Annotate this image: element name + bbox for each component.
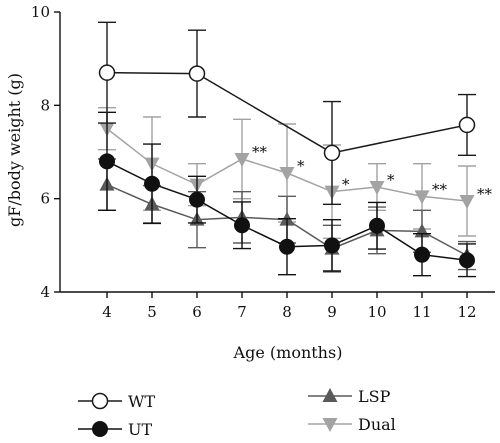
significance-marker: ** <box>432 180 448 198</box>
dual-point <box>459 195 475 209</box>
ut-point <box>279 238 295 255</box>
y-tick-label: 8 <box>40 96 50 114</box>
x-tick-label: 9 <box>327 303 337 321</box>
y-tick-label: 10 <box>31 3 50 21</box>
ut-point <box>189 191 205 208</box>
legend-label-ut: UT <box>128 420 152 439</box>
series-wt <box>98 21 476 205</box>
significance-annotations: **** *** ** <box>252 143 493 203</box>
y-tick-label: 6 <box>40 190 50 208</box>
x-tick-label: 12 <box>457 303 476 321</box>
x-tick-label: 10 <box>367 303 386 321</box>
x-tick-label: 6 <box>192 303 202 321</box>
x-tick-label: 4 <box>102 303 112 321</box>
x-axis-label: Age (months) <box>233 343 343 362</box>
series-ut <box>98 111 476 278</box>
significance-marker: ** <box>477 185 493 203</box>
legend: WT UT LSP Dual <box>78 387 396 439</box>
ut-point <box>324 237 340 254</box>
ut-point <box>414 246 430 263</box>
x-tick-label: 5 <box>147 303 157 321</box>
wt-line <box>106 71 468 154</box>
dual-point <box>414 190 430 205</box>
ut-point <box>99 153 115 170</box>
dual-point <box>279 167 295 181</box>
dual-point <box>234 153 250 167</box>
dual-point <box>369 181 385 195</box>
significance-marker: * <box>297 157 305 175</box>
y-axis-label: gF/body weight (g) <box>5 73 24 227</box>
ut-point <box>234 217 250 234</box>
significance-marker: ** <box>252 143 268 161</box>
wt-point <box>98 64 116 81</box>
x-tick-label: 7 <box>237 303 247 321</box>
ut-point <box>459 252 475 269</box>
x-tick-label: 11 <box>412 303 431 321</box>
ut-point <box>369 217 385 234</box>
wt-point <box>458 116 476 134</box>
legend-label-lsp: LSP <box>358 387 391 406</box>
y-tick-label: 4 <box>40 283 50 301</box>
legend-marker-wt <box>91 392 109 410</box>
x-tick-label: 8 <box>282 303 292 321</box>
legend-marker-ut <box>92 421 108 437</box>
significance-marker: * <box>387 171 395 189</box>
wt-point <box>323 144 341 162</box>
wt-point <box>188 65 206 82</box>
legend-label-dual: Dual <box>358 415 396 434</box>
legend-marker-lsp <box>322 388 338 402</box>
significance-marker: * <box>342 176 350 194</box>
ut-point <box>144 175 160 192</box>
axes: 4 6 8 10 4 5 6 7 8 9 10 11 12 <box>31 3 495 321</box>
legend-marker-dual <box>322 418 338 432</box>
legend-label-wt: WT <box>128 392 155 411</box>
